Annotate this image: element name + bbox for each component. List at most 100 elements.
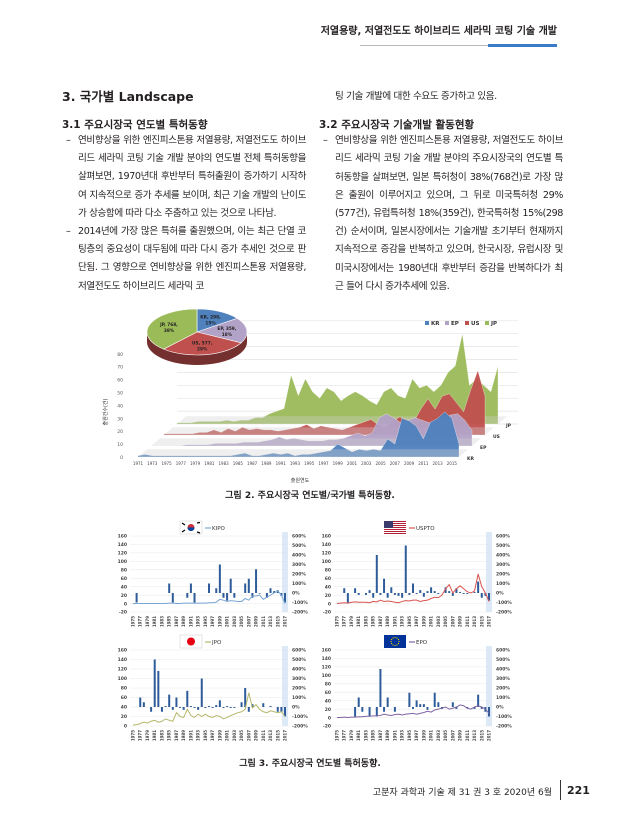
growth-bar: [215, 588, 218, 593]
pie-percent: 15%: [205, 321, 216, 327]
growth-bar: [186, 690, 189, 707]
growth-bar: [226, 706, 229, 707]
flag-stripe: [384, 527, 406, 528]
subsection-title-3-1: 3.1 주요시장국 연도별 특허동향: [62, 119, 208, 131]
growth-bar: [233, 593, 236, 598]
x-tick-label: 2017: [283, 730, 288, 741]
pie-percent: 29%: [197, 347, 208, 353]
bullet-paragraph: – 연비향상을 위한 엔진피스톤용 저열용량, 저열전도도 하이브리드 세라믹 코…: [323, 132, 563, 296]
x-tick-label: 2001: [347, 461, 358, 466]
x-tick-label: 1991: [392, 730, 397, 741]
x-tick-label: 2017: [487, 616, 492, 627]
flag-stripe: [384, 523, 406, 524]
growth-bar: [455, 588, 458, 593]
growth-bar: [179, 707, 182, 708]
growth-bar: [444, 587, 447, 593]
flag-sun: [187, 637, 195, 646]
pie-slice: [162, 331, 242, 356]
growth-bar: [168, 694, 171, 707]
x-tick-label: 2009: [254, 616, 259, 627]
x-tick-label: 2011: [465, 616, 470, 627]
kipo-flag-icon: [179, 520, 203, 535]
x-tick-label: 2005: [239, 730, 244, 741]
left-axis-tick: 0: [124, 724, 127, 730]
x-tick-label: 2001: [225, 616, 230, 627]
left-axis-tick: 100: [118, 676, 127, 682]
bullet-paragraph: – 연비향상을 위한 엔진피스톤용 저열용량, 저열전도도 하이브리드 세라믹 코…: [66, 132, 306, 223]
growth-bar: [372, 593, 375, 598]
x-tick-label: 2015: [479, 616, 484, 627]
y-tick-label: 70: [117, 365, 123, 371]
growth-bar: [276, 707, 279, 712]
left-axis-tick: 40: [121, 584, 127, 590]
x-tick-label: 1991: [188, 730, 193, 741]
bullet-paragraph: –2014년에 가장 많은 특허를 출원했으며, 이는 최근 단열 코팅층의 중…: [66, 223, 306, 296]
epo-chart: EPO -20 0 20 40 60 80 100 120 140 160 -200% -100% 0% 1…: [322, 635, 512, 741]
x-tick-label: 1987: [378, 616, 383, 627]
right-axis-tick: 200%: [496, 572, 510, 578]
x-tick-label: 2007: [246, 730, 251, 741]
x-tick-label: 1985: [167, 616, 172, 627]
flag-trigram: [181, 529, 186, 533]
count-line: [336, 573, 490, 605]
left-axis-tick: 40: [121, 705, 127, 711]
x-tick-label: 1993: [400, 616, 405, 627]
right-axis-tick: 500%: [292, 657, 306, 663]
growth-bar: [397, 593, 400, 596]
count-line: [132, 692, 286, 726]
x-tick-label: 1983: [363, 730, 368, 741]
growth-bar: [426, 591, 429, 593]
x-tick-label: 1979: [190, 461, 201, 466]
x-tick-label: 2001: [429, 730, 434, 741]
left-axis-tick: 80: [325, 567, 331, 573]
growth-bar: [200, 678, 203, 707]
x-tick-label: 2013: [268, 730, 273, 741]
growth-bar: [412, 707, 414, 709]
bullet-dash: –: [66, 135, 71, 146]
x-tick-label: 2005: [375, 461, 386, 466]
pie-label: EP, 359,: [217, 326, 236, 332]
flag-trigram: [181, 522, 186, 526]
x-tick-label: 1989: [261, 461, 272, 466]
growth-bar: [255, 569, 258, 593]
growth-bar: [229, 707, 232, 708]
x-tick-label: 2003: [232, 730, 237, 741]
growth-bar: [251, 593, 254, 598]
right-axis-tick: -100%: [496, 714, 512, 720]
left-axis-tick: 40: [325, 698, 331, 704]
x-tick-label: 1993: [196, 730, 201, 741]
growth-bar: [455, 707, 458, 709]
x-tick-label: 2013: [472, 730, 477, 741]
page-number: 221: [567, 784, 590, 797]
right-axis-tick: -100%: [292, 714, 308, 720]
legend-label: KR: [431, 321, 440, 327]
series-depth-label: JP: [505, 423, 512, 429]
growth-bar: [364, 593, 367, 595]
legend-label: US: [471, 321, 479, 327]
left-axis-tick: 60: [121, 695, 127, 701]
growth-bar: [484, 593, 487, 596]
left-axis-tick: 160: [118, 648, 127, 654]
growth-bar: [189, 583, 192, 593]
flag-star: [397, 638, 400, 641]
growth-bar: [150, 707, 153, 712]
growth-bar: [437, 593, 440, 594]
pie-label: US, 577,: [192, 341, 213, 347]
flag-canton: [384, 521, 393, 528]
left-axis-tick: 40: [325, 584, 331, 590]
x-tick-label: 1995: [203, 616, 208, 627]
y-tick-label: 30: [117, 416, 123, 422]
growth-bar: [375, 555, 378, 593]
right-axis-tick: 0%: [292, 705, 300, 711]
x-tick-label: 1981: [152, 616, 157, 627]
left-axis-tick: 20: [121, 593, 127, 599]
paragraph-text: 연비향상을 위한 엔진피스톤용 저열용량, 저열전도도 하이브리드 세라믹 코팅…: [78, 135, 306, 219]
right-axis-tick: 300%: [292, 676, 306, 682]
growth-bar: [480, 593, 483, 598]
x-tick-label: 2011: [465, 730, 470, 741]
area-series-jp: [176, 333, 499, 425]
growth-bar: [222, 707, 225, 708]
x-tick-label: 1989: [181, 730, 186, 741]
right-axis-tick: -200%: [292, 724, 308, 730]
x-tick-label: 1977: [138, 730, 143, 741]
